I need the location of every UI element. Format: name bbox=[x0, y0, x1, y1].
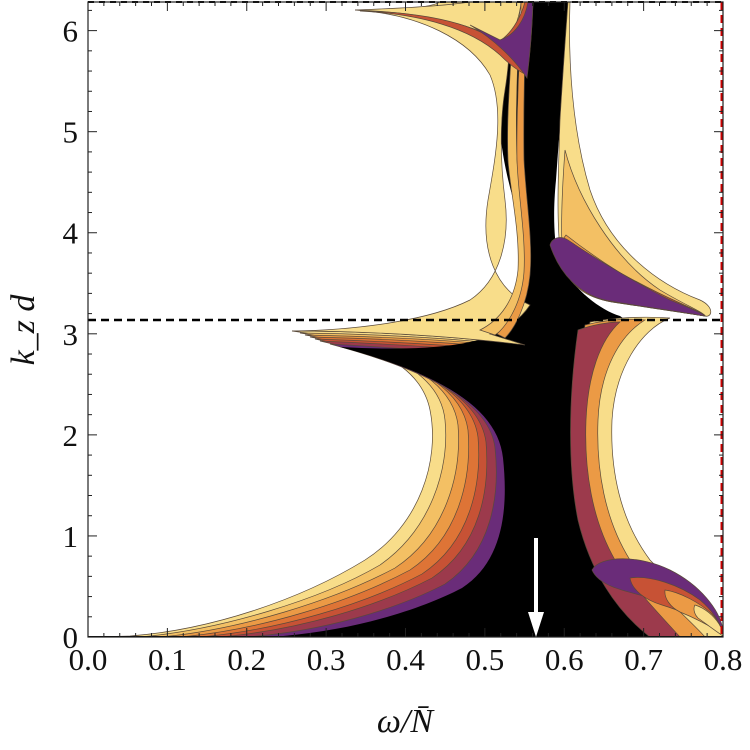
x-axis-title: ω/N̄ bbox=[377, 703, 435, 740]
contour-band bbox=[469, 2, 534, 79]
x-tick-label: 0.1 bbox=[148, 642, 187, 677]
x-tick-label: 0.5 bbox=[466, 642, 505, 677]
y-tick-label: 4 bbox=[63, 216, 79, 251]
y-tick-label: 1 bbox=[63, 519, 79, 554]
x-tick-label: 0.8 bbox=[704, 642, 743, 677]
y-axis-title: k_z d bbox=[5, 294, 42, 366]
contour-band bbox=[693, 604, 723, 637]
y-tick-label: 5 bbox=[63, 115, 79, 150]
y-tick-label: 6 bbox=[63, 14, 79, 49]
y-tick-label: 0 bbox=[63, 620, 79, 655]
x-tick-label: 0.6 bbox=[545, 642, 584, 677]
contour-band bbox=[496, 2, 532, 339]
y-tick-label: 3 bbox=[63, 317, 79, 352]
x-tick-label: 0.3 bbox=[307, 642, 346, 677]
x-tick-label: 0.4 bbox=[386, 642, 425, 677]
axis-ticks bbox=[87, 2, 724, 638]
x-tick-label: 0.2 bbox=[227, 642, 266, 677]
x-tick-label: 0.0 bbox=[69, 642, 108, 677]
axis-tick-labels: 0.0 0.1 0.2 0.3 0.4 0.5 0.6 0.7 0.8 0 1 2 3 4 5 6 bbox=[63, 14, 743, 677]
contour-band bbox=[549, 237, 706, 317]
x-tick-label: 0.7 bbox=[624, 642, 663, 677]
contour-regions bbox=[88, 2, 723, 637]
y-tick-label: 2 bbox=[63, 418, 79, 453]
arrow-annotation bbox=[528, 538, 544, 637]
